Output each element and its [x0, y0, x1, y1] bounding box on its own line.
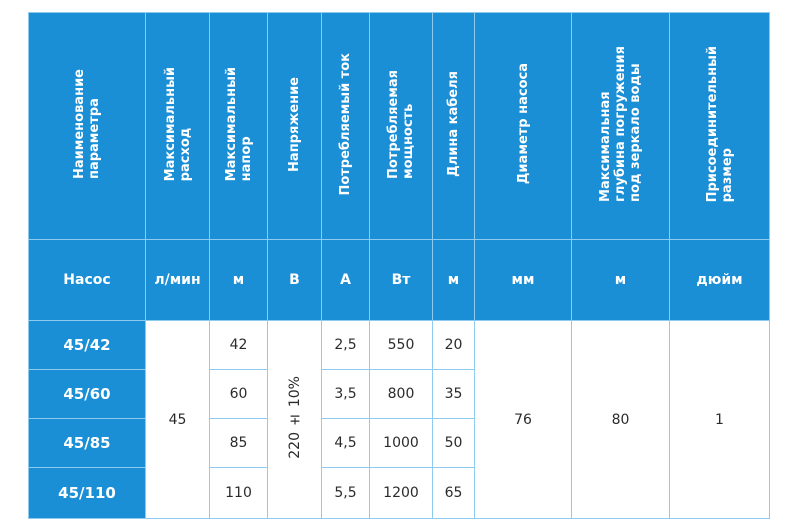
unit-cell: л/мин: [145, 239, 210, 321]
current-value: 4,5: [321, 418, 370, 468]
pump-model-cell: 45/42: [28, 320, 146, 370]
pump-model-cell: 45/85: [28, 418, 146, 468]
pump-diameter-value: 76: [474, 320, 572, 519]
pump-model-cell: 45/110: [28, 467, 146, 519]
unit-cell: м: [432, 239, 475, 321]
power-value: 800: [369, 369, 433, 419]
current-value: 5,5: [321, 467, 370, 519]
table-row: 45/60 60 3,5 800 35: [28, 369, 770, 419]
header-cell-max-head: Максимальный напор: [209, 12, 268, 240]
header-cell-max-depth: Максимальная глубина погружения под зерк…: [571, 12, 670, 240]
table-row: 45/85 85 4,5 1000 50: [28, 418, 770, 468]
unit-cell: Вт: [369, 239, 433, 321]
voltage-value-cell: 220 ± 10%: [267, 320, 322, 519]
max-head-value: 60: [209, 369, 268, 419]
header-label: Максимальный напор: [223, 66, 254, 182]
unit-cell: дюйм: [669, 239, 770, 321]
power-value: 1200: [369, 467, 433, 519]
header-cell-parameter-name: Наименование параметра: [28, 12, 146, 240]
header-label: Максимальная глубина погружения под зерк…: [598, 46, 643, 202]
header-label: Длина кабеля: [446, 71, 461, 177]
connection-size-value: 1: [669, 320, 770, 519]
cable-length-value: 50: [432, 418, 475, 468]
unit-cell: А: [321, 239, 370, 321]
header-cell-power: Потребляемая мощность: [369, 12, 433, 240]
current-value: 3,5: [321, 369, 370, 419]
table-row: 45/42 45 42 220 ± 10% 2,5 550 20 76 80 1: [28, 320, 770, 519]
header-cell-max-flow: Максимальный расход: [145, 12, 210, 240]
max-depth-value: 80: [571, 320, 670, 519]
header-label: Наименование параметра: [72, 68, 102, 180]
header-label: Присоединительный размер: [704, 45, 735, 203]
unit-cell: В: [267, 239, 322, 321]
pump-spec-table: Наименование параметра Максимальный расх…: [28, 12, 770, 519]
header-label: Напряжение: [287, 76, 302, 172]
unit-cell: мм: [474, 239, 572, 321]
unit-cell: Насос: [28, 239, 146, 321]
header-label: Потребляемый ток: [338, 52, 353, 196]
header-label: Диаметр насоса: [515, 63, 531, 185]
cable-length-value: 35: [432, 369, 475, 419]
header-cell-voltage: Напряжение: [267, 12, 322, 240]
current-value: 2,5: [321, 320, 370, 370]
power-value: 550: [369, 320, 433, 370]
header-row: Наименование параметра Максимальный расх…: [28, 12, 770, 240]
max-head-value: 110: [209, 467, 268, 519]
header-cell-pump-diameter: Диаметр насоса: [474, 12, 572, 240]
max-head-value: 42: [209, 320, 268, 370]
units-row: Насос л/мин м В А Вт м мм м дюйм: [28, 239, 770, 321]
cable-length-value: 20: [432, 320, 475, 370]
header-cell-cable-length: Длина кабеля: [432, 12, 475, 240]
max-head-value: 85: [209, 418, 268, 468]
header-label: Потребляемая мощность: [386, 69, 416, 179]
unit-cell: м: [571, 239, 670, 321]
table-row: 45/110 110 5,5 1200 65: [28, 467, 770, 519]
unit-cell: м: [209, 239, 268, 321]
header-cell-connection-size: Присоединительный размер: [669, 12, 770, 240]
power-value: 1000: [369, 418, 433, 468]
header-label: Максимальный расход: [162, 66, 193, 182]
header-cell-current: Потребляемый ток: [321, 12, 370, 240]
voltage-value: 220 ± 10%: [286, 376, 303, 459]
pump-model-cell: 45/60: [28, 369, 146, 419]
max-flow-value: 45: [145, 320, 210, 519]
cable-length-value: 65: [432, 467, 475, 519]
